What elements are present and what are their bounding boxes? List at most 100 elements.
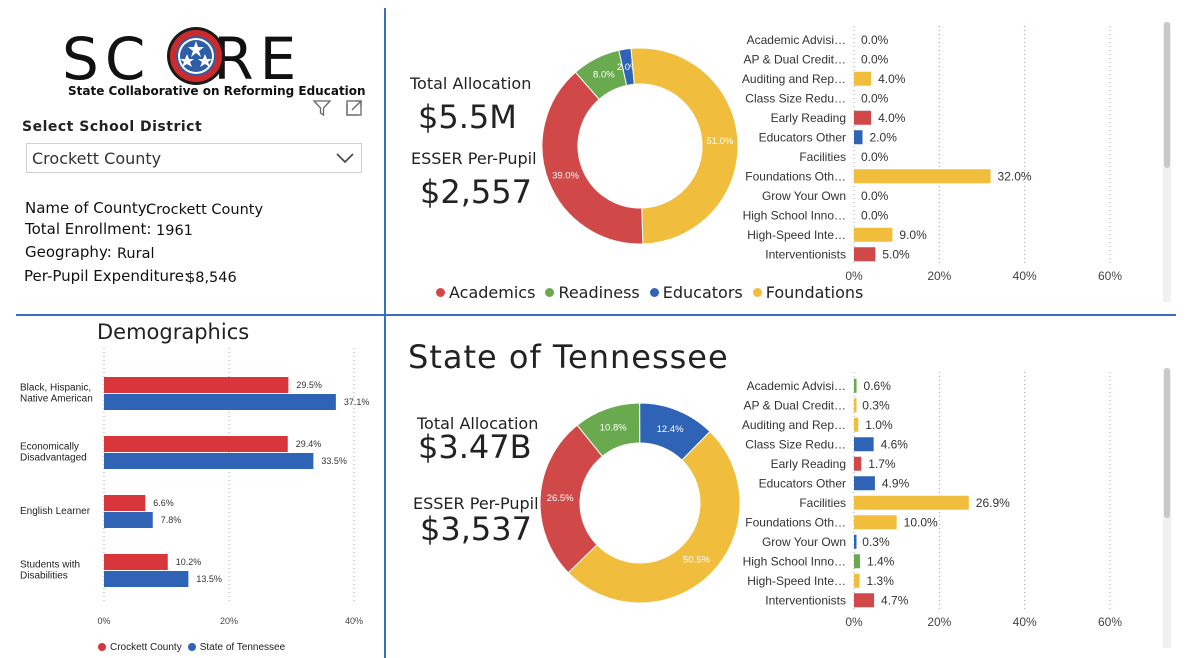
bar-value-label: 0.0% [861, 189, 889, 203]
demographic-bar-value: 13.5% [196, 574, 222, 584]
donut-slice-foundations[interactable] [630, 47, 739, 245]
bar-value-label: 0.0% [861, 52, 889, 66]
geography-label: Geography: [25, 243, 112, 261]
demographic-bar-value: 37.1% [344, 397, 370, 407]
legend-label: State of Tennessee [199, 641, 286, 653]
bar[interactable] [854, 398, 857, 413]
demographic-category-label: Disabilities [20, 571, 68, 582]
bar[interactable] [854, 476, 875, 491]
bar-value-label: 1.4% [867, 554, 895, 568]
bar-category-label: High School Inno… [743, 554, 846, 568]
donut-slice-foundations[interactable] [567, 430, 740, 604]
bar-value-label: 0.0% [861, 33, 889, 47]
bar[interactable] [854, 554, 860, 569]
score-logo: SC RE State Collaborative on Reforming Ed… [62, 25, 366, 104]
x-tick-label: 20% [927, 615, 951, 629]
bar[interactable] [854, 378, 857, 393]
bar-value-label: 4.0% [878, 72, 906, 86]
bar-value-label: 0.0% [861, 208, 889, 222]
state-bars-scrollbar[interactable] [1164, 368, 1170, 518]
demographic-bar[interactable] [104, 512, 153, 528]
focus-mode-icon[interactable] [344, 98, 364, 118]
legend-item-academics[interactable]: Academics [436, 283, 535, 302]
donut-slice-academics[interactable] [540, 424, 603, 574]
demographic-category-label: English Learner [20, 506, 91, 517]
legend-dot [98, 643, 106, 651]
bar-value-label: 0.0% [861, 150, 889, 164]
demographic-category-label: Black, Hispanic, [20, 383, 91, 394]
bar-category-label: Academic Advisi… [747, 33, 846, 47]
filter-icon[interactable] [312, 98, 332, 118]
demographic-bar[interactable] [104, 377, 289, 393]
bar-category-label: Educators Other [759, 130, 846, 144]
demographic-bar[interactable] [104, 453, 314, 469]
bar-value-label: 9.0% [899, 228, 927, 242]
bar-value-label: 1.3% [867, 574, 895, 588]
bar[interactable] [854, 573, 860, 588]
bar-value-label: 0.3% [862, 398, 890, 412]
demographic-bar-value: 7.8% [161, 515, 182, 525]
bar-value-label: 2.0% [870, 130, 898, 144]
demographic-bar[interactable] [104, 394, 336, 410]
bar[interactable] [854, 71, 872, 86]
bar[interactable] [854, 456, 862, 471]
donut-slice-label: 10.8% [600, 423, 627, 434]
demographic-bar[interactable] [104, 436, 288, 452]
bar[interactable] [854, 110, 872, 125]
chevron-down-icon [336, 153, 354, 164]
logo-letters-left: SC [62, 25, 152, 93]
bar-category-label: AP & Dual Credit… [744, 52, 847, 66]
bar-value-label: 32.0% [998, 169, 1032, 183]
bar[interactable] [854, 227, 893, 242]
bar[interactable] [854, 417, 859, 432]
bar[interactable] [854, 534, 857, 549]
demographics-title: Demographics [97, 320, 250, 344]
demographics-bar-chart: 0% 20% 40% Black, Hispanic,Native American 2… [20, 348, 370, 626]
enrollment-label: Total Enrollment: [25, 220, 152, 238]
geography-value: Rural [117, 246, 155, 262]
bar-value-label: 26.9% [976, 496, 1010, 510]
x-tick-label: 40% [1013, 615, 1037, 629]
logo-subtitle: State Collaborative on Reforming Educati… [68, 84, 366, 98]
bar[interactable] [854, 495, 969, 510]
legend-item-foundations[interactable]: Foundations [752, 283, 863, 302]
donut-slice-academics[interactable] [541, 71, 644, 245]
demographics-legend-item[interactable]: Crockett County [98, 642, 182, 653]
bar-value-label: 5.0% [882, 247, 910, 261]
county-allocation-label: Total Allocation [410, 74, 532, 93]
legend-label: Crockett County [110, 641, 182, 653]
bar[interactable] [854, 437, 874, 452]
select-district-label: Select School District [22, 119, 203, 135]
legend-dot [436, 288, 445, 297]
bar[interactable] [854, 169, 991, 184]
district-dropdown-value: Crockett County [32, 149, 162, 168]
bar-category-label: Class Size Redu… [745, 91, 846, 105]
donut-slice-label: 50.5% [683, 555, 710, 566]
legend-label: Academics [449, 283, 536, 302]
county-per-pupil-label: ESSER Per-Pupil [411, 149, 537, 168]
bar[interactable] [854, 515, 897, 530]
county-per-pupil-value: $2,557 [420, 173, 532, 211]
demographic-bar-value: 10.2% [176, 557, 202, 567]
demographic-bar[interactable] [104, 554, 168, 570]
bar-category-label: Auditing and Rep… [742, 72, 846, 86]
legend-item-readiness[interactable]: Readiness [545, 283, 640, 302]
legend-item-educators[interactable]: Educators [649, 283, 743, 302]
state-category-bar-chart: 0% 20% 40% 60% Academic Advisi… 0.6% AP & Dual… [742, 372, 1122, 629]
bar-value-label: 0.0% [861, 91, 889, 105]
donut-slice-label: 8.0% [593, 70, 615, 81]
demographics-legend-item[interactable]: State of Tennessee [187, 641, 286, 653]
demographic-bar-value: 33.5% [321, 456, 347, 466]
bar[interactable] [854, 130, 863, 145]
x-tick-label: 20% [927, 269, 951, 283]
x-tick-label: 40% [345, 616, 363, 626]
donut-slice-label: 26.5% [547, 493, 574, 504]
bar-category-label: High-Speed Inte… [747, 228, 846, 242]
bar[interactable] [854, 593, 875, 608]
county-bars-scrollbar[interactable] [1164, 22, 1170, 168]
demographic-bar[interactable] [104, 495, 146, 511]
bar[interactable] [854, 247, 876, 262]
demographic-bar[interactable] [104, 571, 189, 587]
district-dropdown[interactable]: Crockett County [26, 143, 362, 173]
donut-slice-label: 51.0% [706, 136, 733, 147]
